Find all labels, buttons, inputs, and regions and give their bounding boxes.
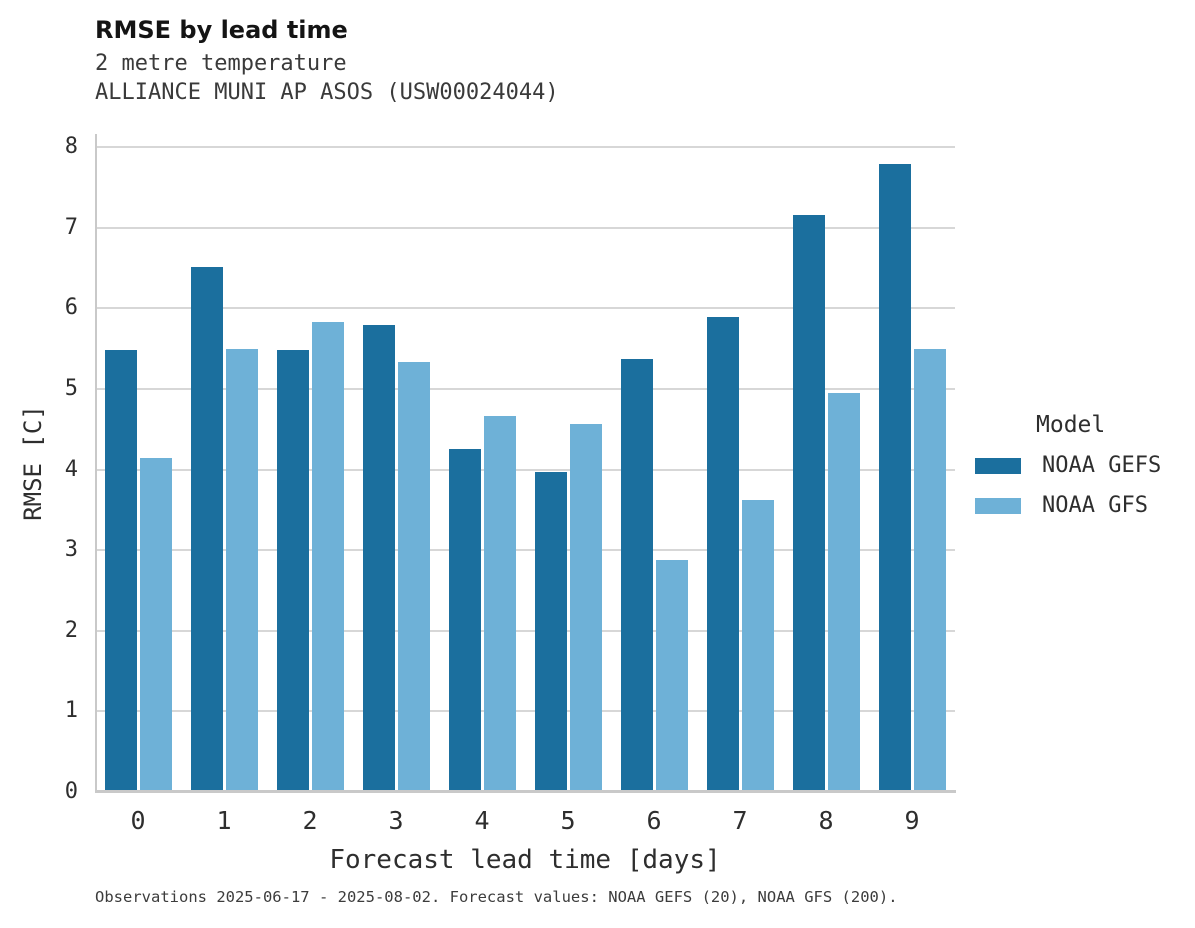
bar-noaa-gefs-lead-1 <box>190 267 223 792</box>
bar-group-lead-1 <box>181 134 267 792</box>
bar-noaa-gefs-lead-9 <box>878 163 911 792</box>
bar-group-lead-3 <box>353 134 439 792</box>
bar-noaa-gfs-lead-3 <box>397 362 430 792</box>
grid-line-7 <box>95 226 955 229</box>
x-tick-7: 7 <box>732 806 748 835</box>
legend-swatch-noaa-gfs-icon <box>975 497 1021 514</box>
y-tick-2: 2 <box>64 617 78 643</box>
bar-noaa-gfs-lead-5 <box>569 423 602 792</box>
bar-noaa-gefs-lead-8 <box>792 214 825 792</box>
plot-area <box>95 134 955 792</box>
bar-noaa-gfs-lead-1 <box>225 348 258 792</box>
grid-line-3 <box>95 549 955 552</box>
bar-group-lead-8 <box>783 134 869 792</box>
bar-group-lead-7 <box>697 134 783 792</box>
bar-noaa-gefs-lead-6 <box>620 359 653 792</box>
x-tick-5: 5 <box>560 806 576 835</box>
x-tick-6: 6 <box>646 806 662 835</box>
y-tick-1: 1 <box>64 698 78 724</box>
grid-line-4 <box>95 468 955 471</box>
chart-title: RMSE by lead time <box>95 16 348 44</box>
y-tick-0: 0 <box>64 779 78 804</box>
legend: Model NOAA GEFS NOAA GFS <box>975 412 1161 533</box>
bar-noaa-gefs-lead-2 <box>276 350 309 792</box>
chart-subtitle-station: ALLIANCE MUNI AP ASOS (USW00024044) <box>95 80 559 105</box>
y-tick-8: 8 <box>64 134 78 159</box>
bar-groups <box>95 134 955 792</box>
x-axis-label: Forecast lead time [days] <box>329 845 721 875</box>
legend-label-noaa-gefs: NOAA GEFS <box>1042 453 1162 478</box>
x-tick-3: 3 <box>388 806 404 835</box>
bar-noaa-gefs-lead-0 <box>104 350 137 792</box>
bar-noaa-gfs-lead-2 <box>311 321 344 792</box>
bar-noaa-gefs-lead-4 <box>448 449 481 792</box>
legend-title: Model <box>1036 412 1106 438</box>
y-axis-spine <box>95 134 97 793</box>
y-tick-7: 7 <box>64 214 78 240</box>
bar-group-lead-4 <box>439 134 525 792</box>
x-axis-ticks: 0 1 2 3 4 5 6 7 8 9 <box>95 806 955 835</box>
bar-group-lead-0 <box>95 134 181 792</box>
x-tick-9: 9 <box>904 806 920 835</box>
bar-group-lead-9 <box>869 134 955 792</box>
bar-noaa-gfs-lead-9 <box>913 349 946 792</box>
grid-line-5 <box>95 387 955 390</box>
legend-swatch-noaa-gefs-icon <box>975 457 1021 474</box>
x-tick-0: 0 <box>130 806 146 835</box>
bar-noaa-gfs-lead-8 <box>827 392 860 792</box>
x-tick-2: 2 <box>302 806 318 835</box>
legend-label-noaa-gfs: NOAA GFS <box>1042 493 1148 518</box>
x-tick-8: 8 <box>818 806 834 835</box>
bar-noaa-gefs-lead-5 <box>534 471 567 792</box>
bar-noaa-gefs-lead-7 <box>706 317 739 792</box>
bar-noaa-gefs-lead-3 <box>362 325 395 792</box>
legend-item-noaa-gfs: NOAA GFS <box>975 493 1161 518</box>
x-tick-4: 4 <box>474 806 490 835</box>
grid-line-1 <box>95 710 955 713</box>
bar-noaa-gfs-lead-4 <box>483 416 516 792</box>
grid-line-6 <box>95 307 955 310</box>
grid-line-2 <box>95 629 955 632</box>
bar-noaa-gfs-lead-7 <box>741 500 774 792</box>
grid-line-8 <box>95 146 955 148</box>
bar-group-lead-5 <box>525 134 611 792</box>
x-tick-1: 1 <box>216 806 232 835</box>
y-tick-6: 6 <box>64 295 78 321</box>
x-axis-spine <box>95 790 956 793</box>
bar-group-lead-6 <box>611 134 697 792</box>
y-tick-4: 4 <box>64 456 78 482</box>
bar-group-lead-2 <box>267 134 353 792</box>
y-tick-5: 5 <box>64 375 78 401</box>
legend-item-noaa-gefs: NOAA GEFS <box>975 453 1161 478</box>
y-tick-3: 3 <box>64 537 78 563</box>
chart-subtitle-variable: 2 metre temperature <box>95 51 347 76</box>
bar-noaa-gfs-lead-0 <box>139 458 172 792</box>
caption: Observations 2025-06-17 - 2025-08-02. Fo… <box>95 888 898 906</box>
bar-noaa-gfs-lead-6 <box>655 559 688 792</box>
